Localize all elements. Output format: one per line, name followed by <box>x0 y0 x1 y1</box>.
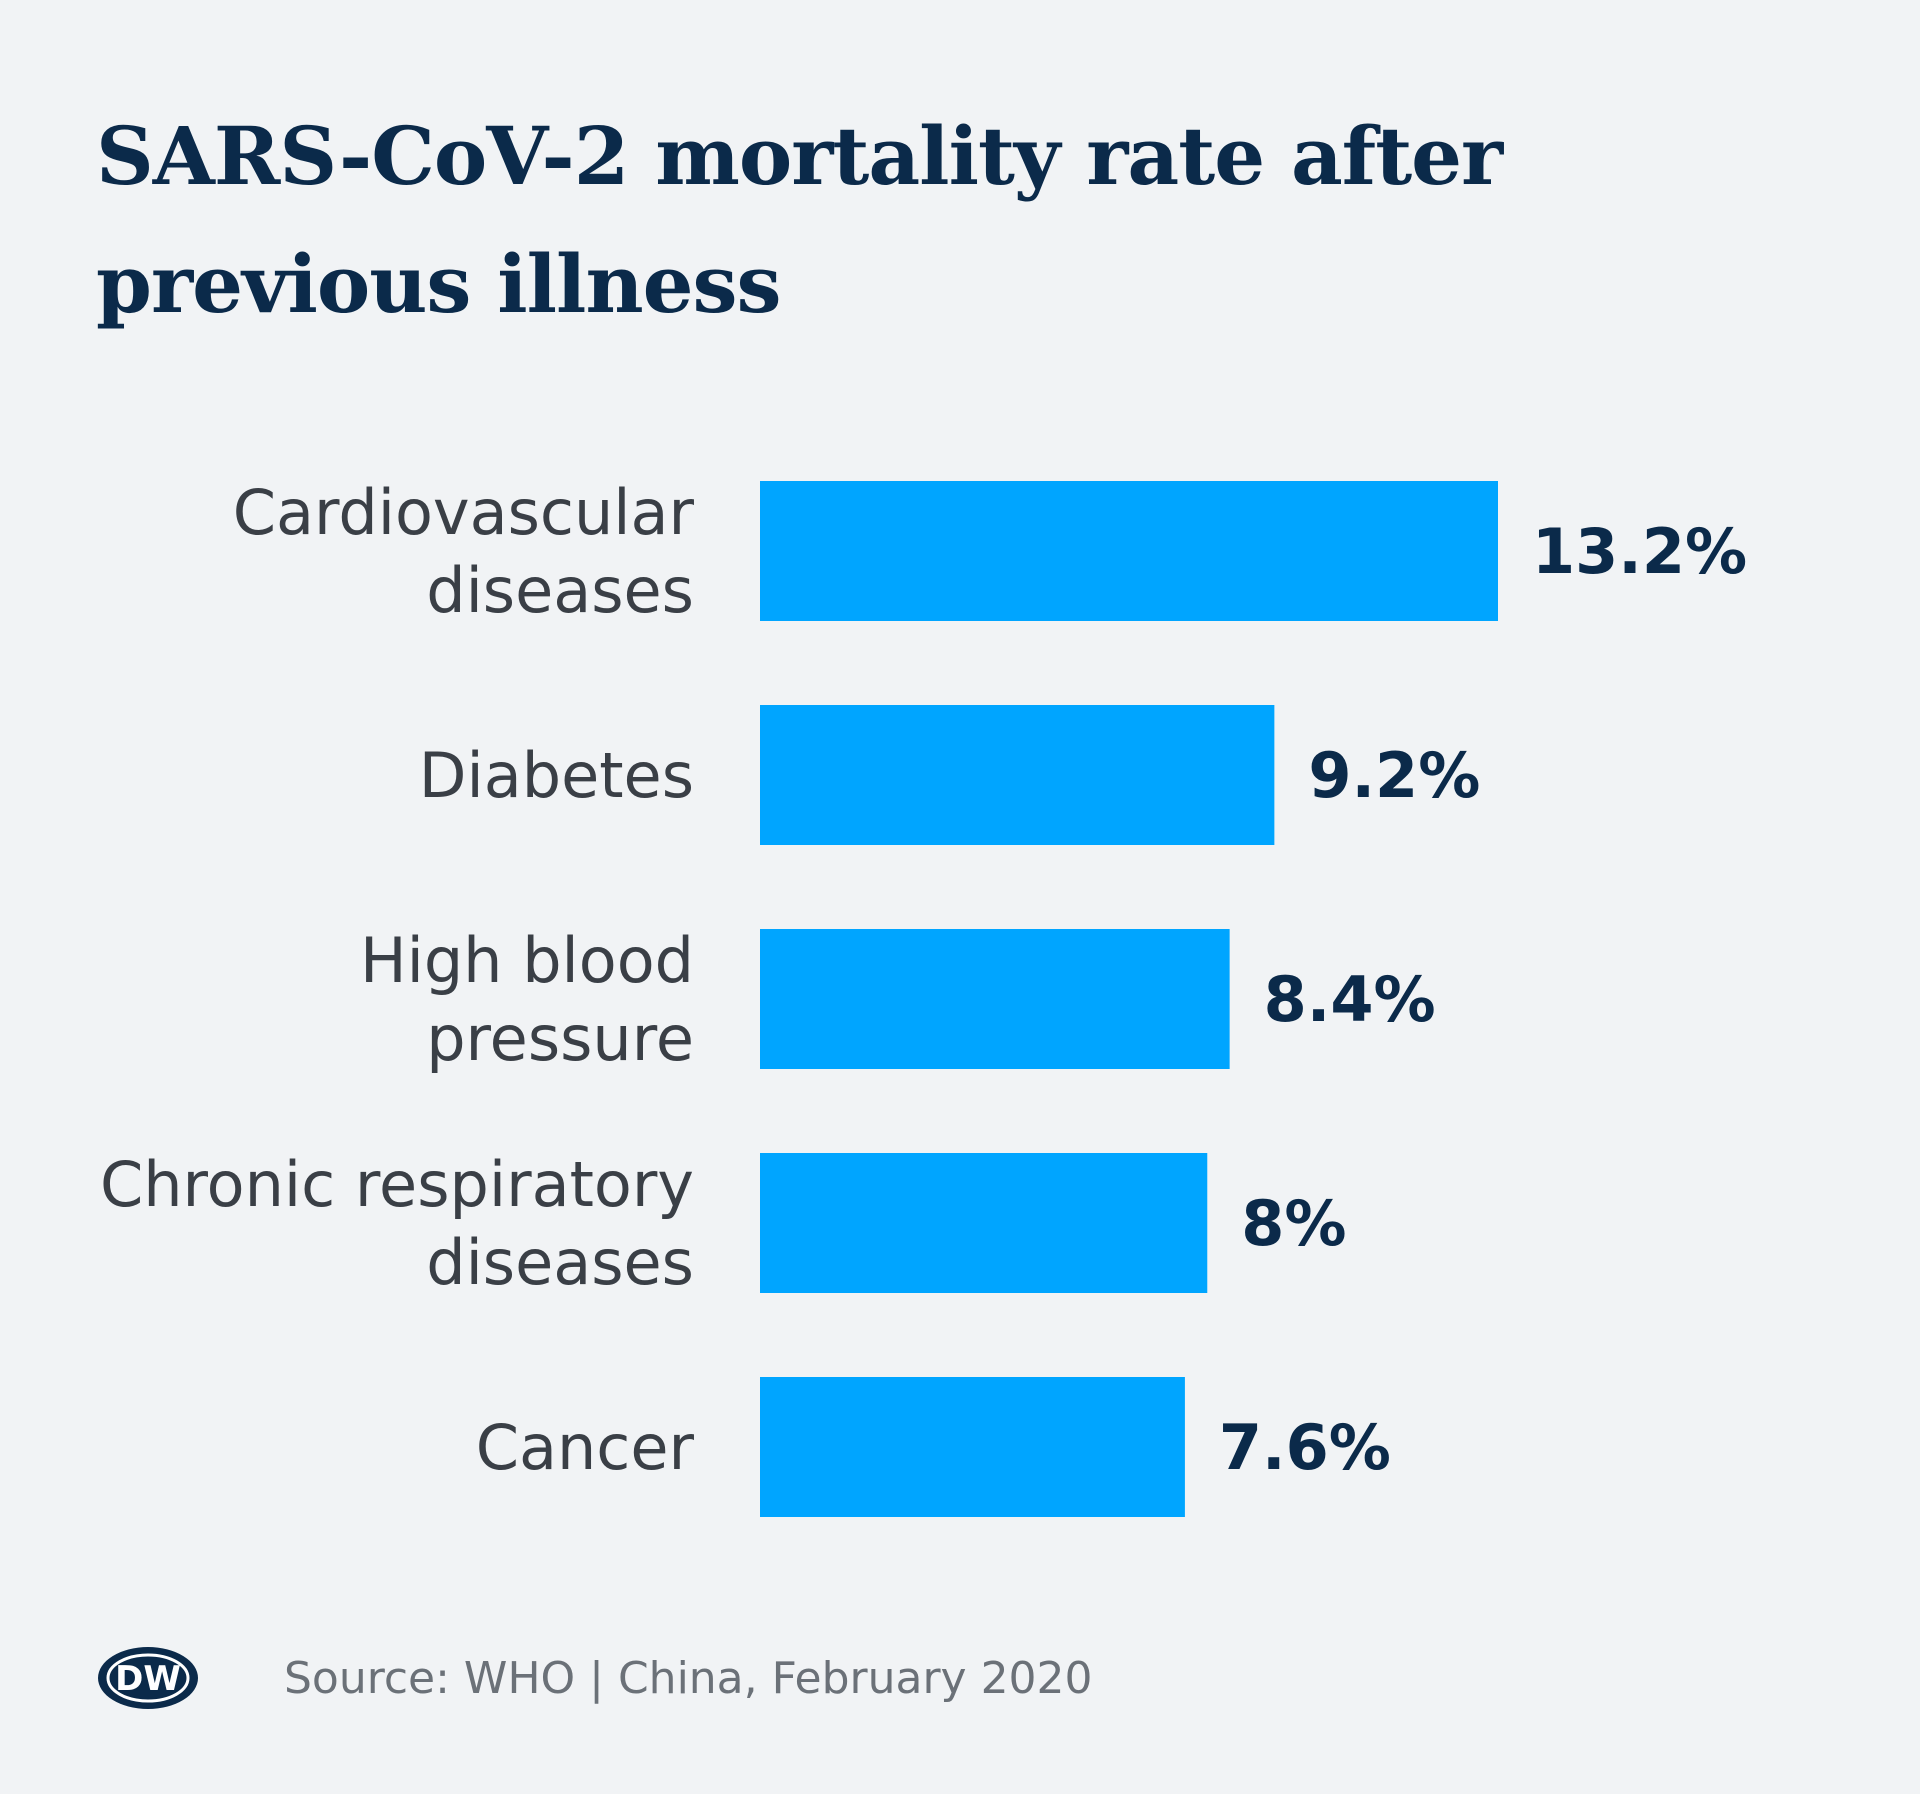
value-label-4: 7.6% <box>1219 1411 1391 1484</box>
value-label-3: 8% <box>1241 1187 1346 1260</box>
footer: DW Source: WHO | China, February 2020 <box>96 1642 1093 1714</box>
category-label-2: High blood pressure <box>360 924 694 1075</box>
category-label-3-line-1: diseases <box>426 1226 694 1299</box>
value-label-2: 8.4% <box>1264 963 1436 1036</box>
value-label-0: 13.2% <box>1532 515 1747 588</box>
bar-3 <box>760 1153 1208 1293</box>
dw-logo-text: DW <box>115 1659 181 1699</box>
category-label-3-line-0: Chronic respiratory <box>100 1148 694 1221</box>
bar-4 <box>760 1377 1185 1517</box>
dw-logo-ring <box>106 1653 190 1703</box>
category-label-1: Diabetes <box>419 739 694 812</box>
category-label-1-line-0: Diabetes <box>419 739 694 812</box>
chart-title: SARS-CoV-2 mortality rate after previous… <box>96 92 1796 348</box>
category-label-2-line-0: High blood <box>360 924 694 997</box>
bar-1 <box>760 705 1275 845</box>
bar-2 <box>760 929 1230 1069</box>
bar-0 <box>760 481 1498 621</box>
chart-title-line-1: SARS-CoV-2 mortality rate after <box>96 109 1503 203</box>
category-label-0-line-0: Cardiovascular <box>233 476 695 549</box>
category-label-0-line-1: diseases <box>426 554 694 627</box>
chart-title-line-2: previous illness <box>96 237 782 331</box>
category-label-2-line-1: pressure <box>426 1002 694 1075</box>
dw-logo-shape <box>98 1647 198 1709</box>
category-label-4: Cancer <box>476 1411 695 1484</box>
dw-logo: DW <box>98 1647 198 1709</box>
category-label-3: Chronic respiratory diseases <box>100 1148 694 1299</box>
source-note: Source: WHO | China, February 2020 <box>284 1652 1093 1704</box>
category-label-0: Cardiovascular diseases <box>233 476 695 627</box>
value-label-1: 9.2% <box>1308 739 1480 812</box>
category-label-4-line-0: Cancer <box>476 1411 695 1484</box>
